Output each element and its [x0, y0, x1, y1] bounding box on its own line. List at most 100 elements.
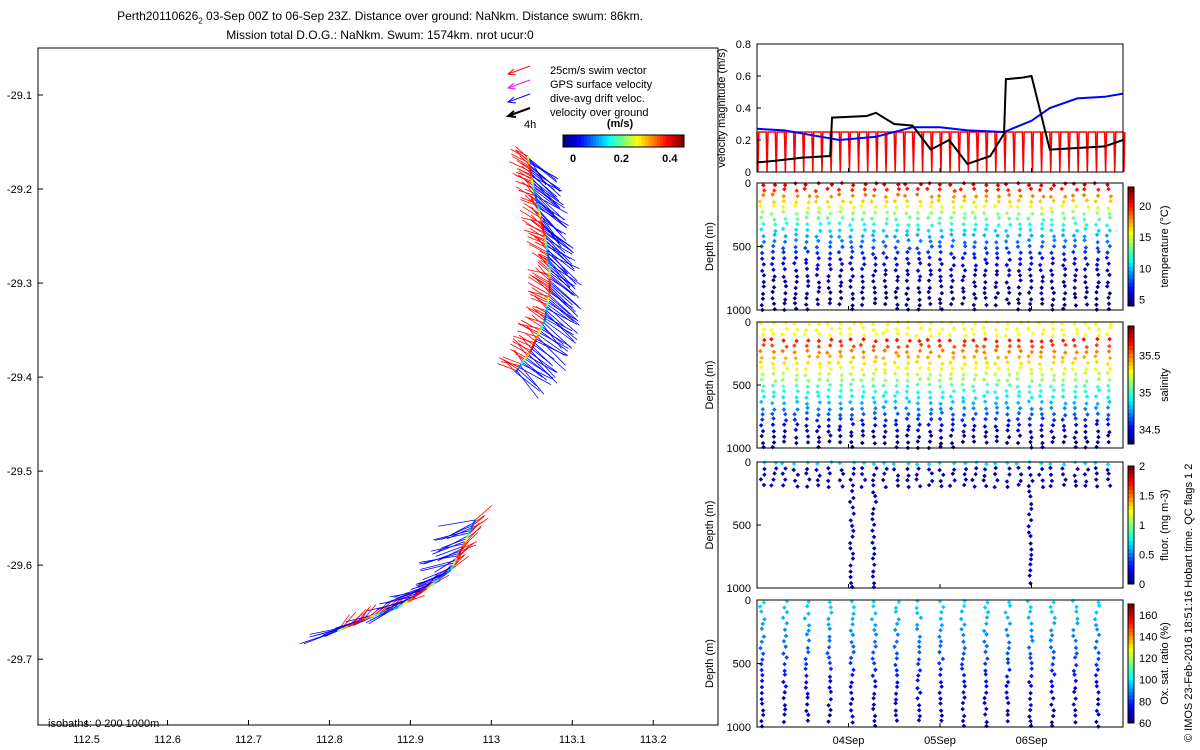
profile-point [815, 297, 820, 302]
profile-point [1018, 278, 1023, 283]
profile-point [960, 439, 966, 445]
profile-point [1094, 683, 1100, 689]
profile-point [881, 355, 886, 361]
profile-point [1051, 387, 1057, 393]
profile-point [962, 472, 967, 477]
profile-point [1015, 416, 1021, 422]
profile-point [782, 239, 788, 245]
profile-point [982, 204, 987, 209]
x-tick-label: 04Sep [833, 735, 865, 747]
colorbar-swatch [1128, 365, 1134, 370]
profile-point [781, 422, 787, 427]
profile-point [1082, 417, 1088, 423]
profile-point [1107, 343, 1112, 349]
profile-point [802, 186, 807, 191]
profile-point [1016, 211, 1021, 217]
profile-point [1085, 439, 1090, 445]
colorbar-swatch [1128, 576, 1134, 581]
swim-vector [528, 276, 550, 291]
profile-point [1073, 662, 1079, 668]
profile-point [937, 257, 943, 262]
profile-point [795, 388, 801, 394]
profile-point [971, 291, 977, 297]
swim-vector [474, 505, 493, 521]
y-tick-label: 1000 [727, 722, 751, 734]
colorbar-tick-label: 1 [1139, 520, 1145, 532]
profile-point [837, 228, 842, 233]
profile-point [1017, 226, 1023, 232]
profile-point [838, 289, 843, 294]
profile-point [1084, 394, 1090, 399]
profile-point [805, 691, 810, 697]
swim-vector [512, 156, 530, 167]
profile-point [1096, 187, 1101, 193]
profile-point [840, 215, 845, 221]
profile-point [803, 260, 809, 266]
drift-vector [430, 543, 465, 552]
profile-point [1049, 689, 1054, 695]
profile-point [1073, 479, 1078, 484]
colorbar-swatch [677, 135, 682, 147]
colorbar-tick-label: 0.2 [614, 153, 629, 165]
profile-point [1083, 295, 1089, 300]
profile-point [984, 440, 989, 445]
profile-point [982, 272, 987, 278]
chart-title-line1: Perth201106262 03-Sep 00Z to 06-Sep 23Z.… [117, 9, 643, 26]
profile-point [816, 331, 822, 336]
profile-point [1075, 620, 1080, 626]
profile-point [781, 394, 786, 400]
profile-point [804, 673, 809, 678]
profile-point [1018, 348, 1024, 354]
profile-point [1051, 708, 1057, 713]
profile-point [917, 290, 922, 295]
profile-point [803, 327, 809, 333]
profile-point [1061, 279, 1067, 285]
colorbar-swatch [671, 135, 676, 147]
profile-point [827, 343, 833, 348]
profile-point [904, 366, 909, 371]
swim-vector [535, 306, 547, 313]
colorbar-swatch [1128, 400, 1134, 406]
profile-point [1104, 284, 1110, 289]
profile-point [1037, 250, 1043, 256]
colorbar-swatch [1128, 210, 1134, 216]
profile-point [1038, 199, 1043, 204]
profile-point [938, 666, 943, 672]
profile-point [982, 232, 987, 238]
profile-point [1061, 439, 1067, 445]
profile-point [859, 203, 864, 209]
profile-point [1106, 206, 1111, 211]
profile-point [1028, 718, 1033, 724]
colorbar-swatch [1128, 226, 1134, 232]
profile-point [1094, 289, 1099, 295]
profile-point [827, 333, 833, 338]
profile-point [894, 337, 900, 343]
profile-point [816, 238, 821, 244]
glider-track-segment [547, 259, 551, 265]
profile-point [1072, 655, 1078, 660]
swim-vector [472, 516, 485, 526]
profile-point [1016, 389, 1022, 395]
profile-point [1050, 342, 1055, 348]
profile-point [816, 209, 822, 215]
profile-point [1037, 262, 1043, 268]
colorbar-swatch [1128, 412, 1134, 417]
profile-point [994, 268, 1000, 274]
profile-point [805, 278, 811, 284]
profile-point [927, 285, 933, 291]
profile-point [769, 400, 775, 406]
profile-point [802, 372, 808, 378]
profile-point [971, 199, 977, 205]
profile-point [838, 383, 844, 388]
profile-point [959, 626, 964, 632]
profile-point [781, 338, 786, 343]
profile-point [916, 466, 921, 471]
profile-point [793, 244, 798, 250]
profile-point [836, 250, 842, 255]
profile-point [938, 639, 944, 644]
profile-point [826, 360, 832, 365]
glider-track-segment [397, 603, 404, 609]
profile-point [937, 467, 942, 473]
profile-point [882, 278, 888, 284]
